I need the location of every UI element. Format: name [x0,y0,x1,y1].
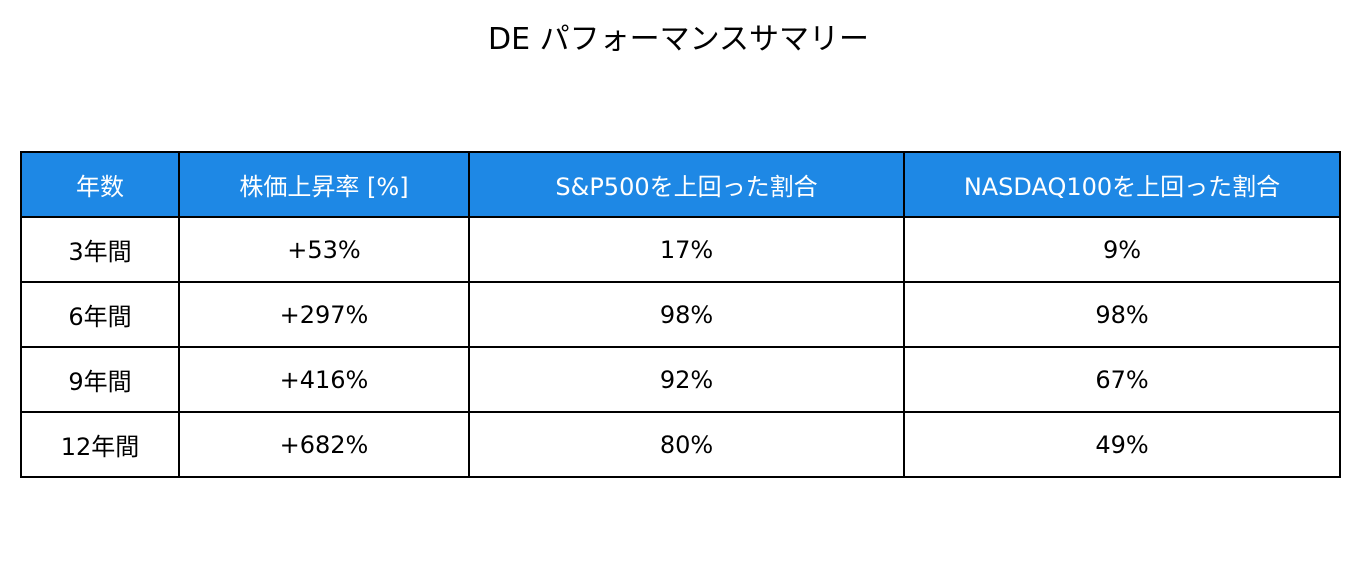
table-cell: +416% [178,346,470,413]
table-cell: 12年間 [20,411,180,478]
column-header: S&P500を上回った割合 [468,151,905,218]
table-cell: 67% [903,346,1341,413]
table-row: 12年間 +682% 80% 49% [20,411,1341,478]
table-cell: 9% [903,216,1341,283]
table-body: 3年間 +53% 17% 9% 6年間 +297% 98% 98% 9年間 +416% 92% 67%… [20,216,1341,478]
table-cell: 98% [468,281,905,348]
summary-table: 年数 株価上昇率 [%] S&P500を上回った割合 NASDAQ100を上回った割合… [20,151,1341,478]
table-cell: 6年間 [20,281,180,348]
table-cell: 98% [903,281,1341,348]
column-header: 年数 [20,151,180,218]
table-cell: 80% [468,411,905,478]
table-cell: 17% [468,216,905,283]
table-cell: 92% [468,346,905,413]
column-header: NASDAQ100を上回った割合 [903,151,1341,218]
column-header: 株価上昇率 [%] [178,151,470,218]
table-cell: 49% [903,411,1341,478]
table-cell: 9年間 [20,346,180,413]
title: DE パフォーマンスサマリー [488,22,869,57]
table-cell: +53% [178,216,470,283]
table-cell: +297% [178,281,470,348]
table-cell: +682% [178,411,470,478]
table-row: 3年間 +53% 17% 9% [20,216,1341,283]
table-cell: 3年間 [20,216,180,283]
header-row: 年数 株価上昇率 [%] S&P500を上回った割合 NASDAQ100を上回った割合 [20,151,1341,218]
table-row: 9年間 +416% 92% 67% [20,346,1341,413]
table-row: 6年間 +297% 98% 98% [20,281,1341,348]
